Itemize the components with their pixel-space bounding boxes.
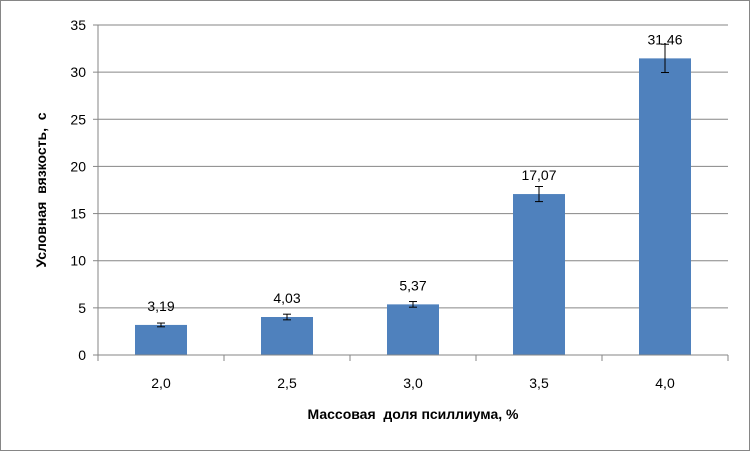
bar bbox=[513, 194, 565, 355]
x-tick-label: 3,0 bbox=[403, 375, 423, 391]
y-tick-label: 10 bbox=[70, 253, 86, 269]
y-tick-label: 0 bbox=[78, 347, 86, 363]
y-tick-label: 5 bbox=[78, 300, 86, 316]
x-tick-label: 2,5 bbox=[277, 375, 297, 391]
x-tick-label: 3,5 bbox=[529, 375, 549, 391]
x-axis-title: Массовая доля псиллиума, % bbox=[308, 406, 520, 422]
bar bbox=[261, 317, 313, 355]
y-tick-label: 15 bbox=[70, 206, 86, 222]
data-label: 31,46 bbox=[647, 31, 682, 47]
bar bbox=[387, 304, 439, 355]
bar bbox=[639, 58, 691, 356]
y-tick-label: 30 bbox=[70, 64, 86, 80]
error-bars bbox=[157, 43, 669, 328]
y-axis-title: Условная вязкость, с bbox=[33, 112, 49, 267]
y-tick-label: 35 bbox=[70, 17, 86, 33]
x-tick-label: 4,0 bbox=[655, 375, 675, 391]
gridlines bbox=[98, 24, 728, 309]
x-axis-ticks: 2,0 2,5 3,0 3,5 4,0 bbox=[97, 355, 729, 391]
y-tick-label: 20 bbox=[70, 158, 86, 174]
y-axis-ticks: 0 5 10 15 20 25 30 35 bbox=[70, 17, 98, 363]
bar bbox=[135, 324, 187, 355]
data-label: 5,37 bbox=[399, 277, 426, 293]
data-label: 17,07 bbox=[521, 167, 556, 183]
data-labels: 3,19 4,03 5,37 17,07 31,46 bbox=[147, 31, 682, 314]
x-tick-label: 2,0 bbox=[151, 375, 171, 391]
bars bbox=[135, 58, 691, 356]
data-label: 4,03 bbox=[273, 290, 300, 306]
data-label: 3,19 bbox=[147, 298, 174, 314]
y-tick-label: 25 bbox=[70, 111, 86, 127]
